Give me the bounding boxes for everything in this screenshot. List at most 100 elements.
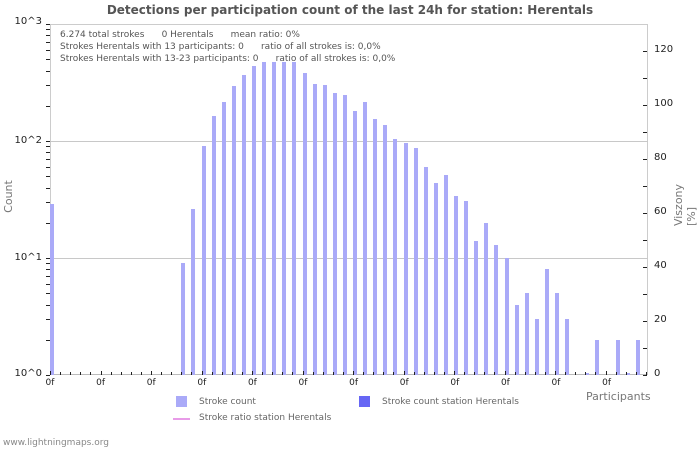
y2-tick-label: 80 bbox=[654, 152, 667, 163]
tick bbox=[46, 339, 50, 341]
tick bbox=[110, 372, 112, 375]
bar bbox=[312, 84, 317, 375]
tick bbox=[46, 269, 50, 271]
tick bbox=[353, 371, 354, 375]
tick bbox=[643, 132, 647, 133]
bar bbox=[474, 240, 479, 375]
tick bbox=[211, 372, 213, 375]
bar bbox=[454, 195, 458, 375]
tick bbox=[643, 375, 647, 376]
tick bbox=[191, 372, 193, 375]
tick bbox=[474, 372, 476, 375]
tick bbox=[643, 294, 647, 295]
bar bbox=[221, 102, 226, 375]
tick bbox=[643, 51, 647, 52]
bar bbox=[534, 319, 539, 375]
bar bbox=[443, 175, 448, 375]
tick bbox=[643, 321, 647, 322]
footer-link[interactable]: www.lightningmaps.org bbox=[3, 438, 109, 448]
tick bbox=[302, 371, 304, 375]
bar bbox=[625, 373, 630, 375]
tick bbox=[46, 304, 50, 306]
tick bbox=[262, 372, 264, 375]
bar bbox=[231, 86, 236, 375]
y-tick-label: 10^3 bbox=[14, 16, 42, 27]
y2-tick-label: 0 bbox=[654, 368, 661, 379]
tick bbox=[332, 372, 334, 375]
tick bbox=[46, 159, 50, 161]
bar bbox=[282, 61, 287, 375]
tick bbox=[413, 372, 415, 375]
bar bbox=[342, 95, 347, 375]
tick bbox=[46, 59, 50, 61]
tick bbox=[46, 24, 50, 25]
legend-stroke-ratio-station: Stroke ratio station Herentals bbox=[199, 413, 332, 423]
bar bbox=[393, 139, 398, 375]
bar bbox=[181, 263, 186, 375]
bar bbox=[635, 339, 640, 375]
tick bbox=[46, 49, 50, 51]
bar bbox=[292, 61, 297, 375]
tick bbox=[403, 371, 405, 375]
bar bbox=[504, 258, 509, 375]
tick bbox=[46, 70, 50, 72]
tick bbox=[46, 176, 50, 178]
bar bbox=[302, 73, 307, 375]
plot-area bbox=[50, 24, 648, 375]
tick bbox=[635, 372, 637, 375]
gridline bbox=[50, 141, 648, 142]
tick bbox=[363, 372, 365, 375]
bar bbox=[211, 116, 216, 375]
tick bbox=[70, 372, 72, 375]
bar bbox=[595, 339, 600, 375]
tick bbox=[322, 372, 324, 375]
tick bbox=[615, 372, 617, 375]
tick bbox=[643, 240, 647, 241]
x-tick-label: 0f bbox=[45, 378, 55, 388]
x-tick-label: 0f bbox=[602, 378, 612, 388]
info-line-1: 6.274 total strokes 0 Herentals mean rat… bbox=[60, 30, 300, 40]
bar bbox=[544, 269, 549, 375]
bar bbox=[262, 61, 267, 375]
tick bbox=[555, 371, 556, 375]
tick bbox=[504, 371, 506, 375]
legend-stroke-count-station: Stroke count station Herentals bbox=[382, 397, 519, 407]
tick bbox=[46, 146, 50, 148]
bar bbox=[272, 62, 277, 375]
tick bbox=[494, 372, 496, 375]
tick bbox=[433, 372, 435, 375]
tick bbox=[342, 372, 344, 375]
y2-tick-label: 60 bbox=[654, 206, 667, 217]
bar bbox=[201, 146, 206, 375]
tick bbox=[46, 263, 50, 265]
tick bbox=[544, 372, 546, 375]
bar bbox=[373, 118, 378, 375]
tick bbox=[373, 372, 375, 375]
bar bbox=[433, 182, 438, 375]
tick bbox=[272, 372, 274, 375]
y-tick-label: 10^2 bbox=[14, 135, 42, 146]
legend-swatch-stroke-count-station bbox=[359, 396, 370, 407]
bar bbox=[413, 148, 418, 375]
tick bbox=[312, 372, 314, 375]
tick bbox=[46, 29, 50, 31]
tick bbox=[605, 371, 607, 375]
tick bbox=[575, 372, 577, 375]
chart-title: Detections per participation count of th… bbox=[106, 3, 594, 17]
tick bbox=[524, 372, 526, 375]
tick bbox=[46, 276, 50, 278]
tick bbox=[643, 348, 647, 349]
x-tick-label: 0f bbox=[146, 378, 156, 388]
bar bbox=[353, 111, 357, 375]
tick bbox=[60, 372, 62, 375]
legend-swatch-stroke-count bbox=[176, 396, 187, 407]
x-tick-label: 0f bbox=[197, 378, 207, 388]
tick bbox=[464, 372, 466, 375]
tick bbox=[565, 372, 567, 375]
x-tick-label: 0f bbox=[349, 378, 359, 388]
tick bbox=[130, 372, 132, 375]
x-tick-label: 0f bbox=[298, 378, 308, 388]
x-tick-label: 0f bbox=[450, 378, 460, 388]
tick bbox=[585, 372, 587, 375]
y2-tick-label: 100 bbox=[654, 98, 674, 109]
